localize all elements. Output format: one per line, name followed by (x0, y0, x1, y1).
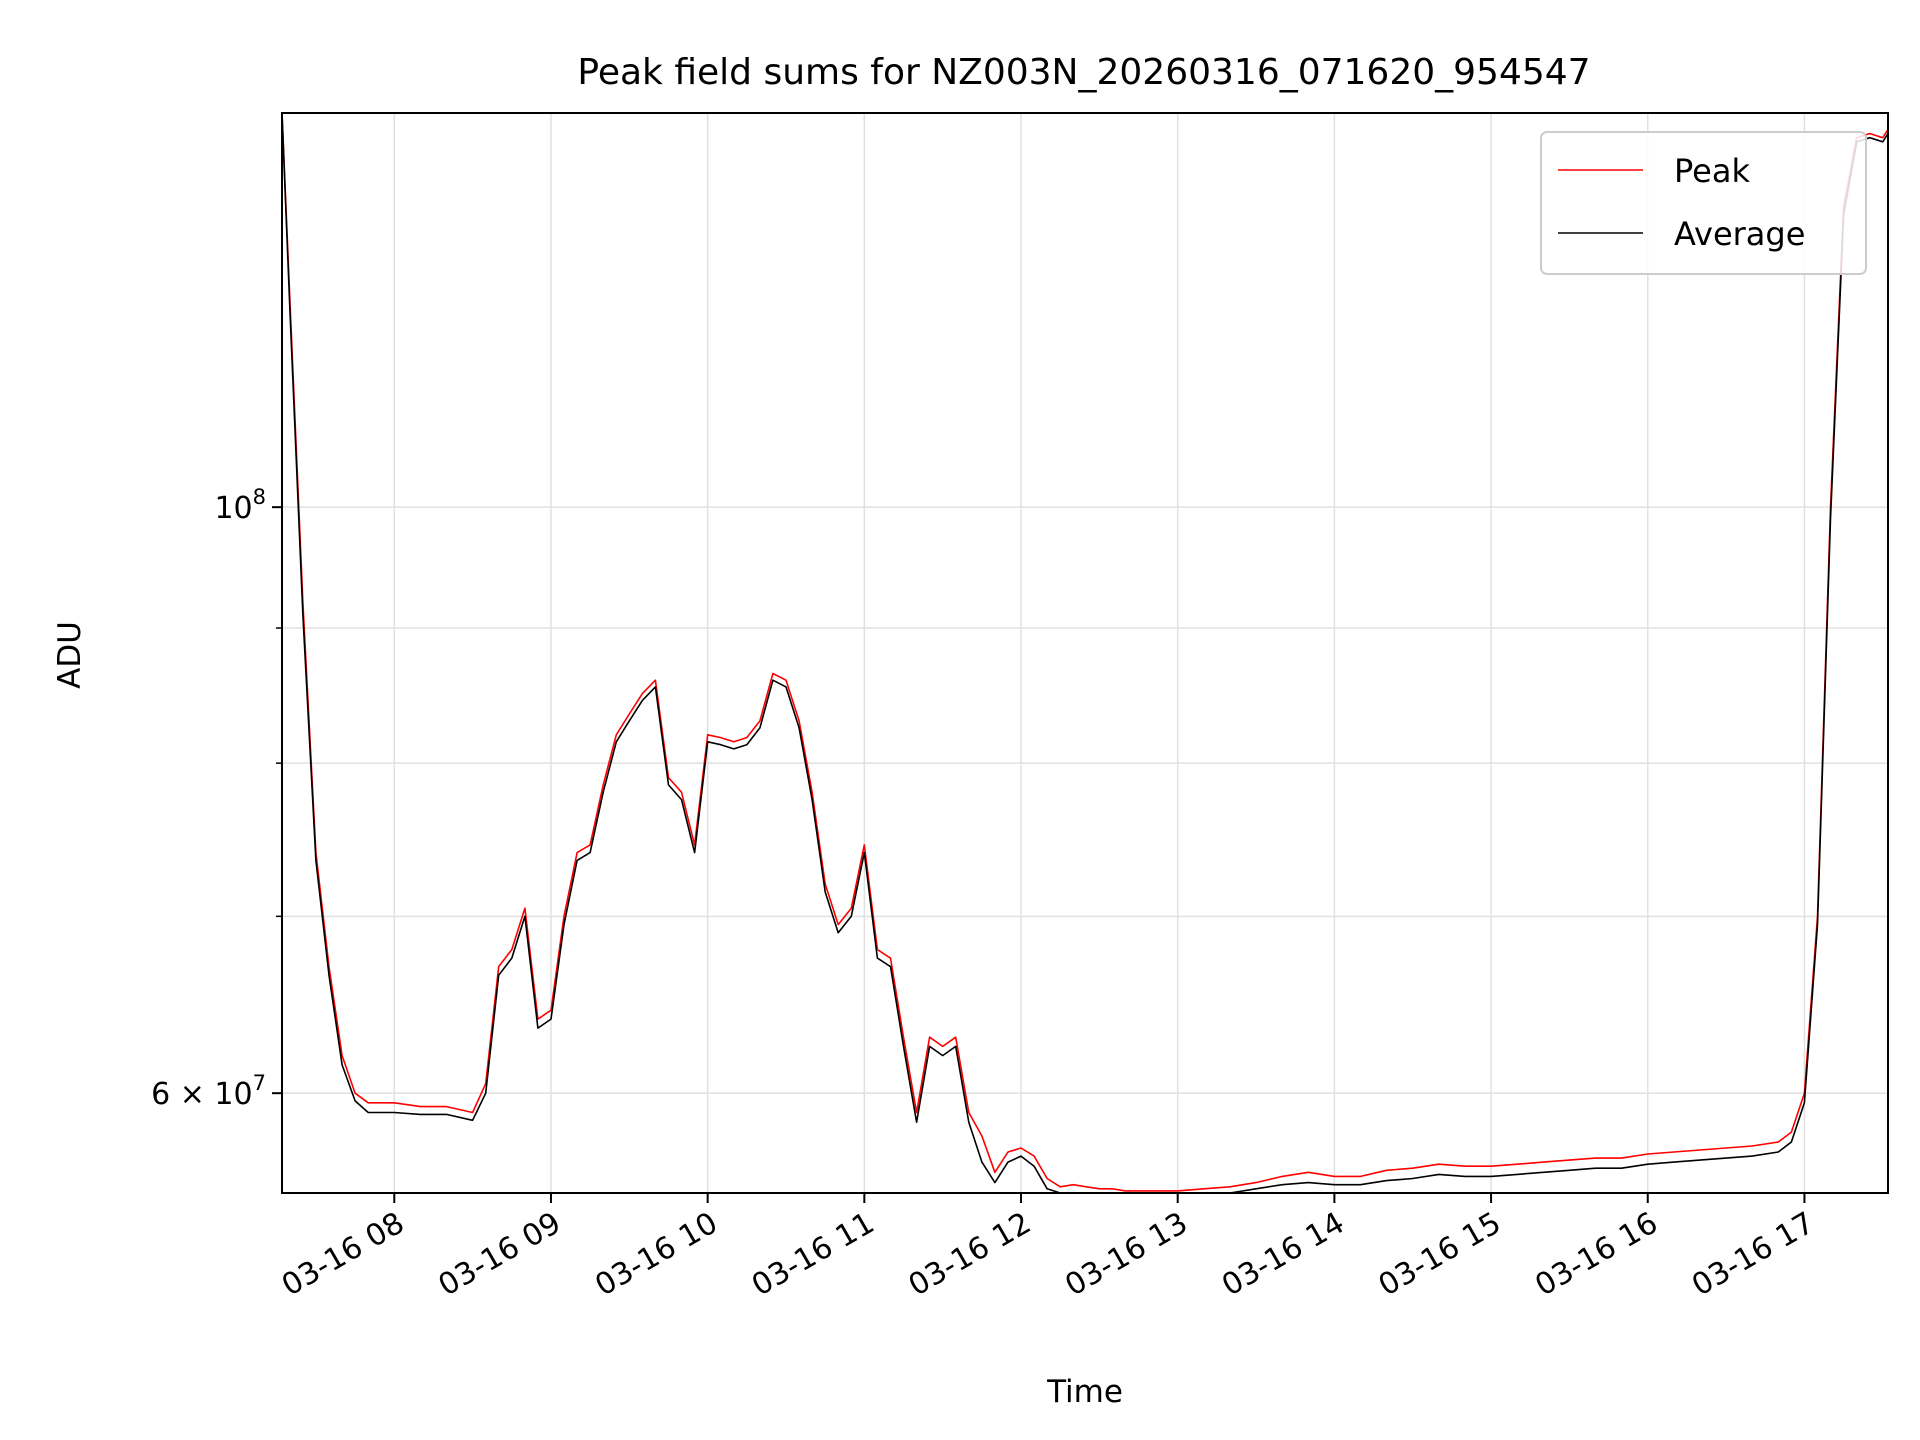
grid-lines (282, 113, 1888, 1193)
y-tick-label: 6 × 107 (151, 1071, 266, 1112)
legend-box (1540, 131, 1867, 275)
chart-title: Peak field sums for NZ003N_20260316_0716… (577, 52, 1590, 93)
x-axis-label: Time (1046, 1374, 1123, 1410)
legend-label-average: Average (1674, 215, 1805, 253)
y-tick-label: 108 (214, 485, 266, 526)
plot-frame (281, 112, 1889, 1194)
legend: Peak Average (1540, 131, 1867, 275)
legend-label-peak: Peak (1674, 152, 1750, 190)
series-line-average (281, 112, 1889, 1194)
series-layer (281, 112, 1889, 1194)
y-axis: 108 6 × 107 (151, 485, 282, 1112)
series-line-peak (281, 112, 1889, 1192)
y-axis-label: ADU (52, 621, 88, 689)
